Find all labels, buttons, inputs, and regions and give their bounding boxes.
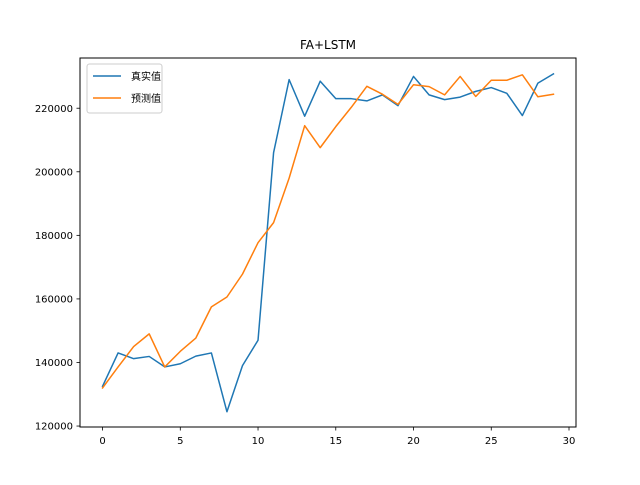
y-tick-label: 180000	[35, 231, 73, 242]
y-tick-label: 160000	[35, 295, 73, 306]
series-line-1	[101, 72, 555, 413]
legend-label-2: 预测值	[131, 92, 161, 105]
y-tick-label: 140000	[35, 358, 73, 369]
plot-area	[101, 72, 555, 413]
x-tick-label: 10	[252, 436, 265, 447]
chart-title: FA+LSTM	[300, 38, 356, 52]
y-tick-label: 120000	[35, 422, 73, 433]
x-tick-label: 5	[177, 436, 183, 447]
y-axis: 120000 140000 160000 180000 200000 220000	[35, 104, 80, 433]
x-tick-label: 30	[563, 436, 576, 447]
legend-label-1: 真实值	[131, 70, 161, 83]
x-tick-label: 20	[407, 436, 420, 447]
axes-frame	[79, 57, 577, 428]
y-tick-label: 200000	[35, 167, 73, 178]
x-tick-label: 25	[485, 436, 498, 447]
y-tick-label: 220000	[35, 104, 73, 115]
x-tick-label: 15	[329, 436, 342, 447]
x-tick-label: 0	[99, 436, 105, 447]
x-axis: 0 5 10 15 20 25 30	[99, 427, 575, 447]
series-line-2	[101, 74, 555, 389]
